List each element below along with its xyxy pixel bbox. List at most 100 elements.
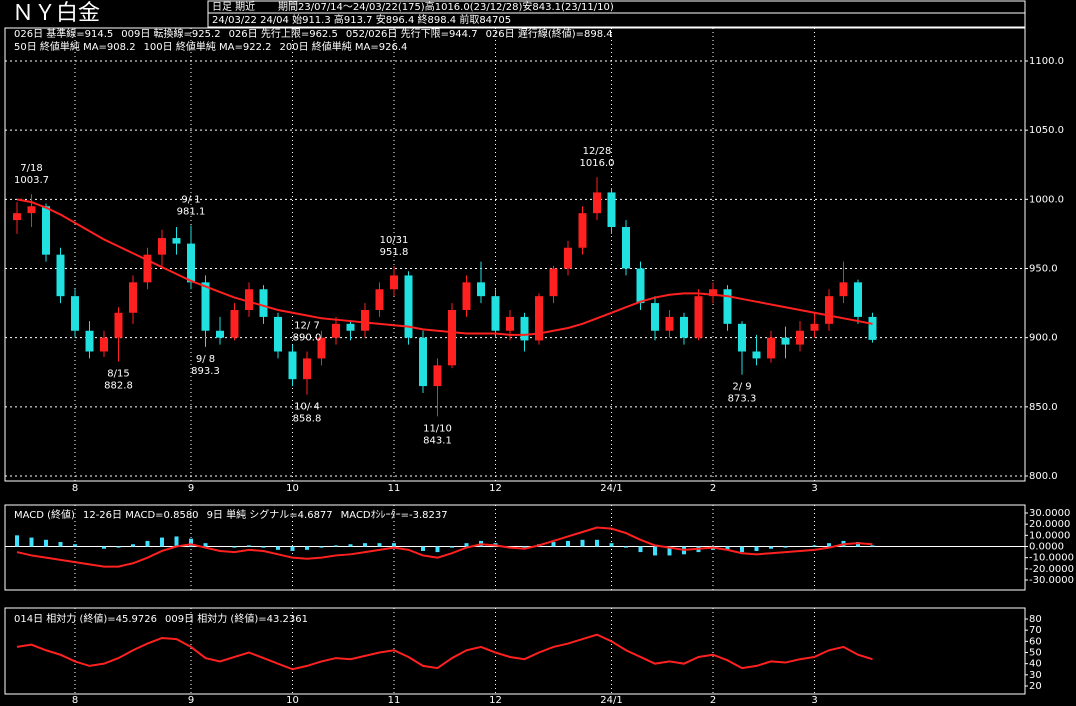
x-tick-label: 24/1 [600,483,622,494]
x-tick-label: 2 [710,695,716,706]
y-tick-label: 40 [1029,659,1042,670]
candle-body [42,206,50,255]
x-tick-label: 12 [489,483,502,494]
candle-body [317,337,326,359]
oscillator-bar [131,544,135,547]
oscillator-bar [334,545,338,547]
candle-body [665,316,674,331]
candle-body [114,312,123,338]
legend-entry: 014日 相対力 (終値)=45.9726 [14,612,157,625]
y-tick-label: 30 [1029,670,1042,681]
oscillator-bar [638,546,643,553]
candle-body [288,351,297,380]
candle-body [404,275,413,338]
legend-entry: 9日 単純 シグナル=4.6877 [207,508,333,521]
annotation-value: 873.3 [728,394,757,405]
panel-frame [4,504,1026,591]
oscillator-bar [856,542,860,547]
candle-body [390,275,398,290]
legend-entry: 12-26日 MACD=0.8580 [83,510,199,521]
candle-body [245,289,253,310]
x-tick-label: 9 [188,483,194,494]
candle-body [506,316,514,331]
annotation-date: 10/31 [380,235,409,246]
legend-entry: 026日 先行上限=962.5 [229,27,338,40]
oscillator-bar [421,546,425,551]
oscillator-bar [754,546,759,551]
oscillator-bar [174,536,179,547]
oscillator-bar [624,546,628,548]
series-line [16,198,873,336]
annotation-value: 890.0 [293,333,322,344]
oscillator-bar [145,540,150,547]
oscillator-bar [44,539,48,547]
candle-body [578,213,587,248]
annotation-date: 12/28 [583,146,612,157]
oscillator-bar [464,543,469,547]
x-tick-label: 2 [710,483,716,494]
candle-body [796,330,804,345]
y-tick-label: 10.0000 [1029,530,1070,541]
range-info: 期間23/07/14～24/03/22(175)高1016.0(23/12/28… [278,0,614,13]
legend-entry: 009日 相対力 (終値)=43.2361 [165,612,308,625]
x-tick-label: 8 [72,695,78,706]
candle-body [868,316,877,340]
annotation-date: 9/ 8 [196,354,215,365]
y-tick-label: 20.0000 [1029,519,1070,530]
y-tick-label: 1100.0 [1029,56,1064,67]
oscillator-bar [769,546,773,549]
candle-body [535,296,543,341]
oscillator-bar [812,545,817,547]
legend-entry: 100日 終値単純 MA=922.2 [144,40,272,53]
y-tick-label: 30.0000 [1029,508,1070,519]
oscillator-bar [435,546,440,553]
oscillator-bar [580,539,585,547]
oscillator-bar [58,542,63,547]
candle-body [433,365,442,387]
annotation-date: 8/15 [107,368,129,379]
candle-body [607,192,616,227]
candle-body [100,337,108,352]
candle-body [201,282,210,331]
annotation-date: 7/18 [20,163,42,174]
x-tick-label: 10 [286,695,299,706]
oscillator-bar [653,546,657,556]
y-tick-label: 1050.0 [1029,125,1064,136]
annotation-date: 10/ 4 [294,402,320,413]
oscillator-bar [827,543,831,547]
oscillator-bar [363,543,367,547]
candle-body [593,192,601,214]
candle-body [230,310,239,338]
candle-body [767,337,775,359]
oscillator-bar [551,542,556,547]
candle-body [375,289,384,310]
oscillator-bar [305,546,309,550]
x-tick-label: 3 [811,483,817,494]
candle-body [158,238,166,255]
oscillator-bar [740,546,744,553]
y-tick-label: 0.0000 [1029,542,1064,553]
annotation-date: 2/ 9 [732,382,751,393]
annotation-value: 1003.7 [14,175,49,186]
annotation-value: 858.8 [293,414,322,425]
oscillator-bar [160,537,164,547]
x-tick-label: 3 [811,695,817,706]
candle-body [85,330,94,352]
candle-body [709,289,717,297]
candle-body [259,289,268,317]
oscillator-bar [116,546,121,548]
oscillator-bar [189,538,193,547]
candle-body [839,282,848,297]
annotation-value: 951.8 [380,247,409,258]
annotation-value: 1016.0 [580,158,615,169]
oscillator-bar [276,546,280,550]
oscillator-bar [15,535,19,547]
candle-body [520,316,529,341]
candle-body [419,337,427,387]
y-tick-label: 850.0 [1029,402,1058,413]
legend-entry: 009日 転換線=925.2 [121,27,220,40]
x-tick-label: 10 [286,483,299,494]
candle-body [825,296,833,324]
